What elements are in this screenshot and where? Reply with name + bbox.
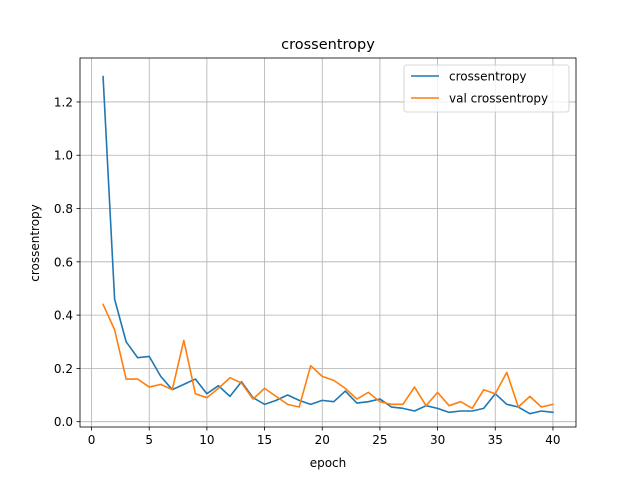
series-line-crossentropy xyxy=(102,75,554,415)
y-tick-label: 1.2 xyxy=(54,95,73,109)
grid xyxy=(80,58,576,427)
y-axis-label: crossentropy xyxy=(28,204,42,282)
axis-ticks: 0 5 10 15 20 25 30 35 40 0.0 0.2 0.4 0.6 0.8 1.0 1.2 xyxy=(54,95,561,447)
y-tick-label: 0.2 xyxy=(54,362,73,376)
x-tick-label: 40 xyxy=(545,433,560,447)
x-tick-label: 10 xyxy=(199,433,214,447)
y-tick-label: 1.0 xyxy=(54,149,73,163)
y-tick-label: 0.6 xyxy=(54,255,73,269)
x-tick-label: 20 xyxy=(315,433,330,447)
y-tick-label: 0.0 xyxy=(54,415,73,429)
x-tick-label: 30 xyxy=(430,433,445,447)
x-tick-label: 35 xyxy=(488,433,503,447)
series-lines xyxy=(102,75,554,415)
series-line-val-crossentropy xyxy=(102,303,554,410)
y-tick-label: 0.4 xyxy=(54,309,73,323)
legend-box xyxy=(403,64,570,113)
chart-title: crossentropy xyxy=(281,37,375,53)
x-tick-label: 5 xyxy=(145,433,153,447)
x-tick-label: 25 xyxy=(372,433,387,447)
legend-label-val-crossentropy: val crossentropy xyxy=(449,92,548,106)
x-tick-label: 15 xyxy=(257,433,272,447)
x-axis-label: epoch xyxy=(310,456,347,470)
legend: crossentropy val crossentropy xyxy=(403,64,570,113)
plot-area-frame xyxy=(79,57,577,428)
legend-label-crossentropy: crossentropy xyxy=(449,70,527,84)
y-tick-label: 0.8 xyxy=(54,202,73,216)
x-tick-label: 0 xyxy=(88,433,96,447)
